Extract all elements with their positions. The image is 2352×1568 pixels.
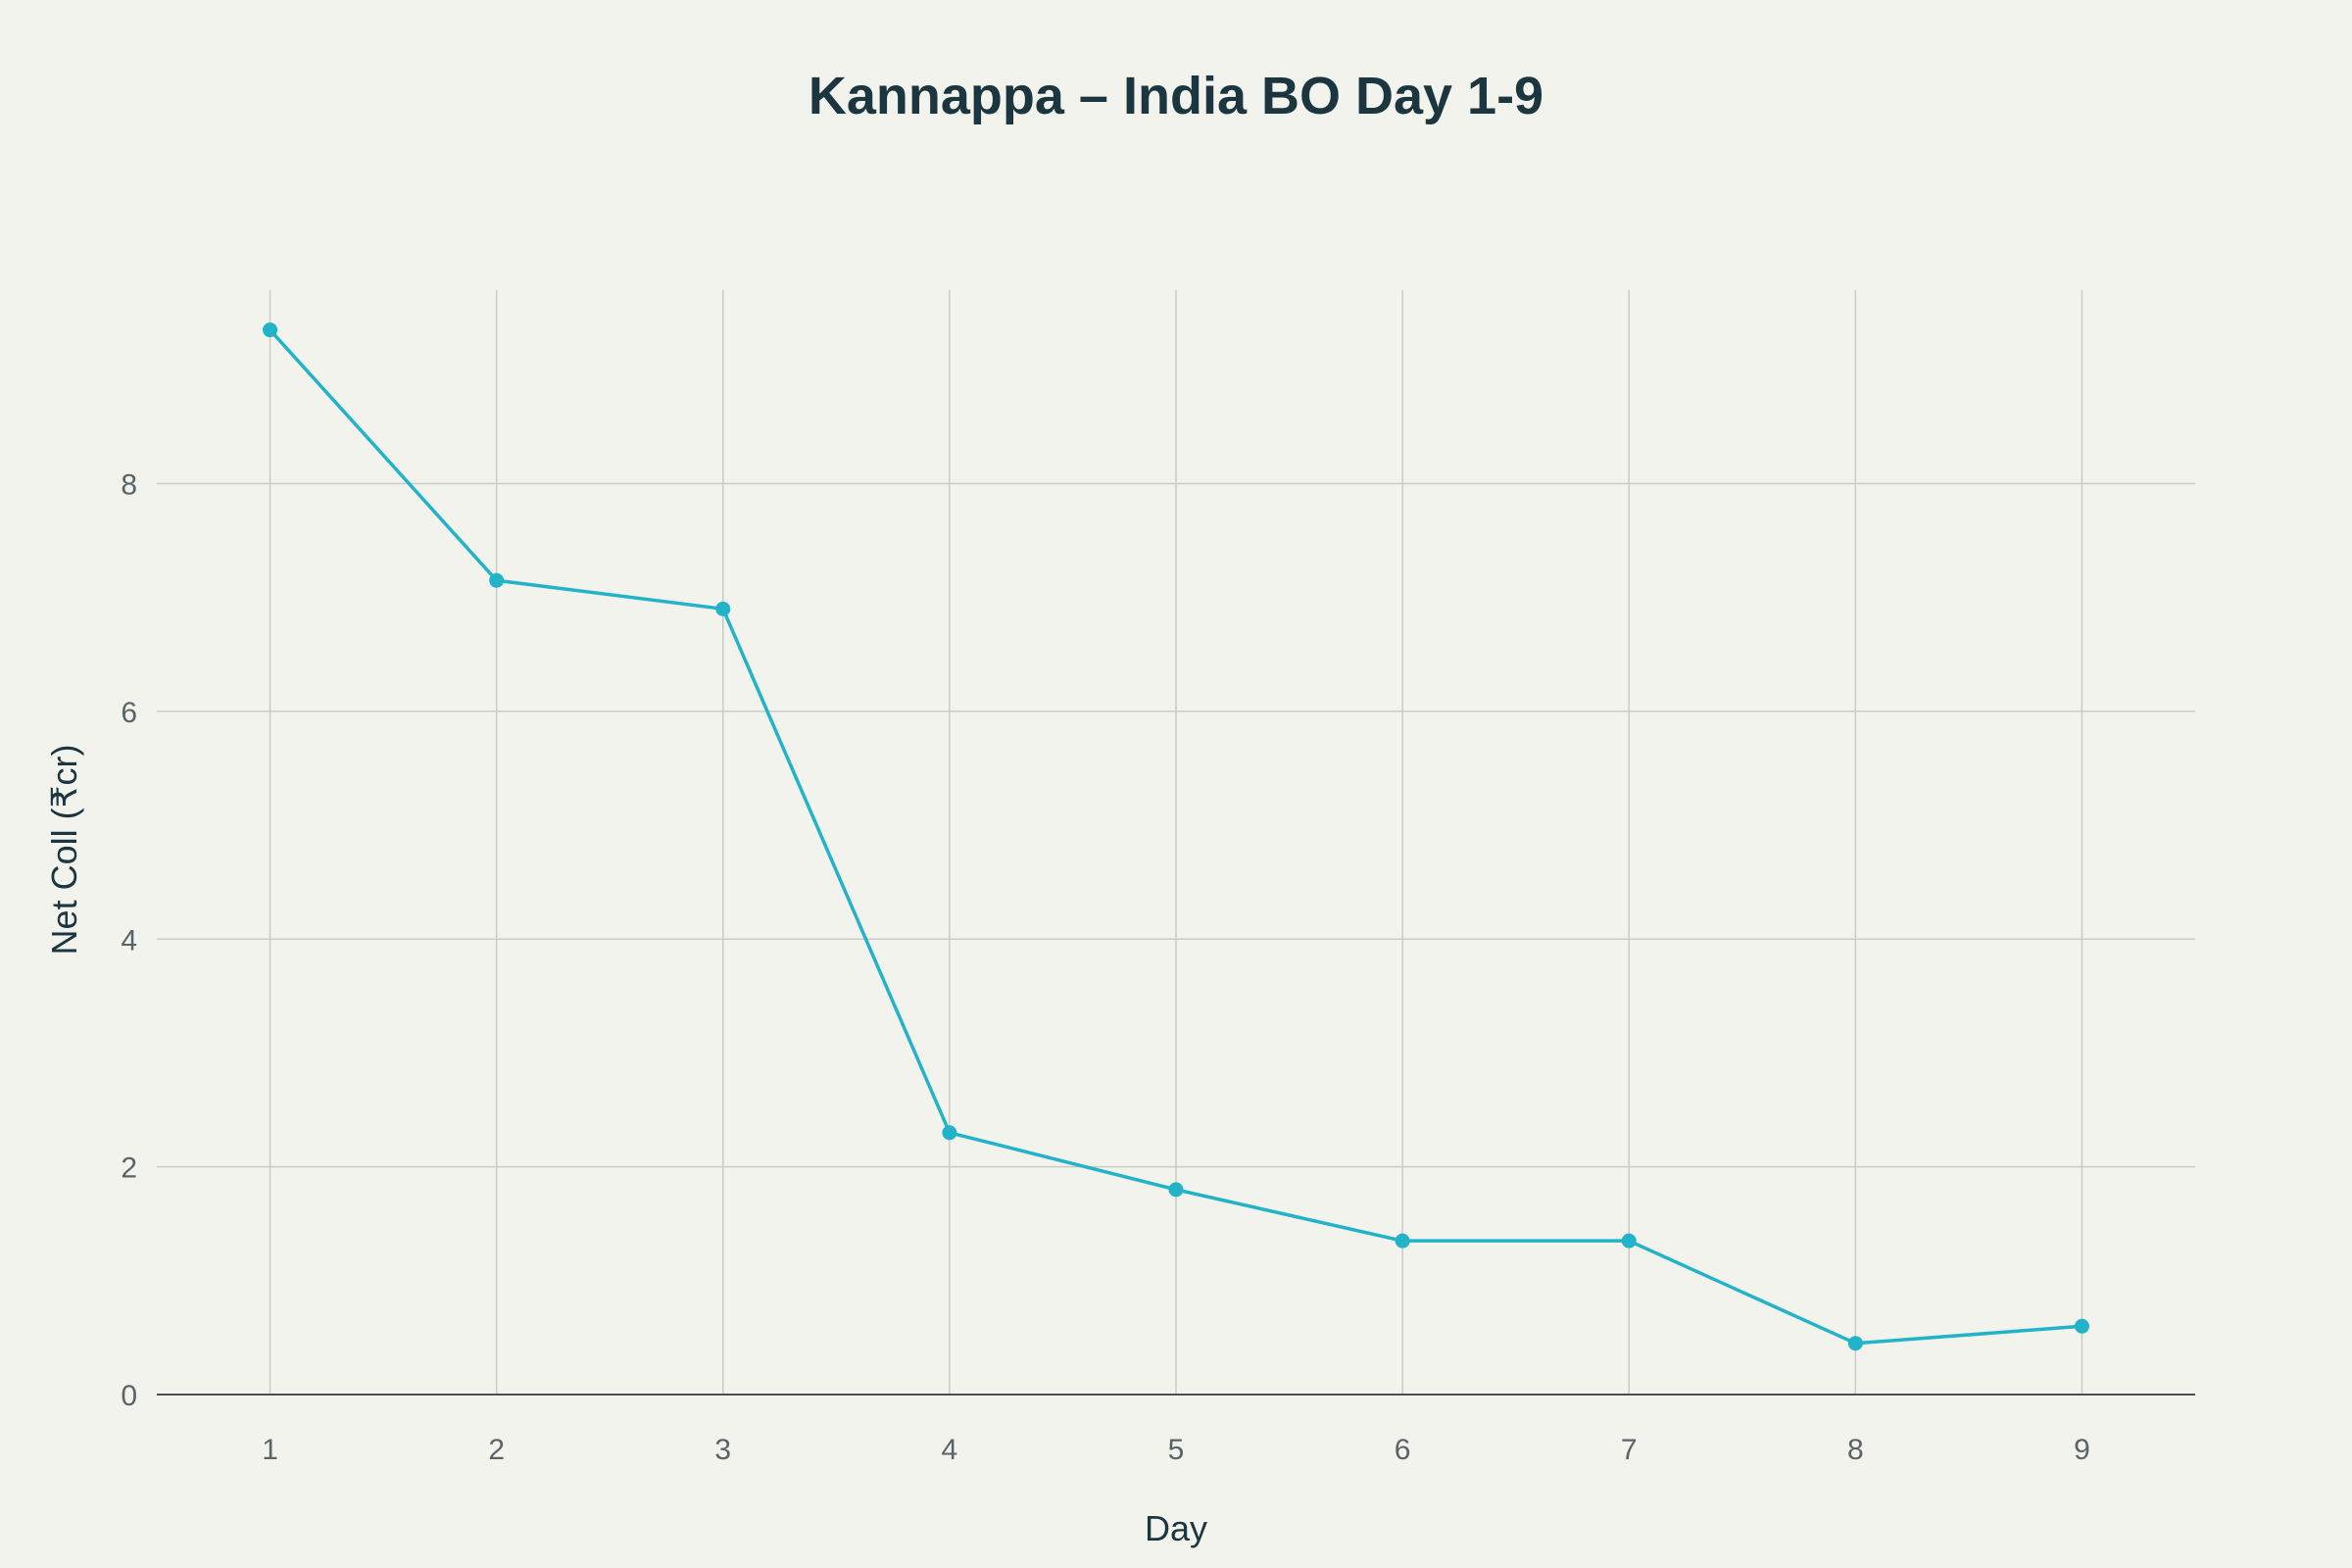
chart-title: Kannappa – India BO Day 1-9 [808,67,1544,125]
x-tick-label: 6 [1395,1434,1411,1466]
data-point [1168,1182,1184,1198]
y-axis-title: Net Coll (₹cr) [44,745,84,956]
x-tick-label: 2 [488,1434,505,1466]
y-tick-label: 4 [121,924,137,956]
x-axis-title: Day [1145,1508,1207,1548]
x-tick-label: 4 [942,1434,958,1466]
data-point [263,322,278,338]
x-tick-label: 5 [1168,1434,1185,1466]
data-point [2074,1318,2089,1334]
y-tick-label: 0 [121,1380,137,1412]
y-tick-label: 2 [121,1152,137,1185]
x-tick-label: 9 [2074,1434,2090,1466]
axes: 1 2 3 4 5 6 7 8 9 0 2 4 6 8 [121,469,2195,1466]
y-tick-label: 8 [121,469,137,502]
data-point [1395,1233,1410,1249]
x-tick-label: 3 [714,1434,731,1466]
y-tick-label: 6 [121,697,137,729]
x-tick-label: 1 [262,1434,278,1466]
x-tick-label: 8 [1847,1434,1864,1466]
data-point [489,572,505,588]
data-point [1621,1233,1637,1249]
x-tick-label: 7 [1621,1434,1638,1466]
series-layer [263,322,2089,1351]
data-point [942,1125,957,1141]
grid [157,290,2195,1395]
data-point [1847,1336,1863,1351]
data-point [715,601,731,616]
